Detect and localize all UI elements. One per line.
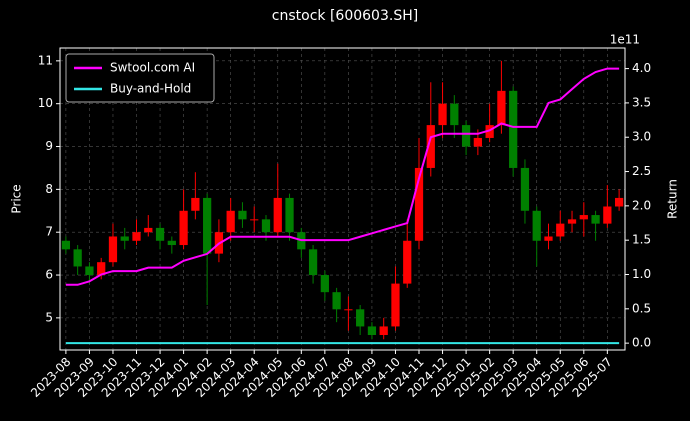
candle-body — [438, 103, 447, 126]
candle-body — [603, 206, 612, 224]
candle-body — [155, 227, 165, 241]
candle-body — [591, 215, 600, 224]
candle-body — [473, 137, 482, 147]
candle-body — [391, 283, 400, 327]
candle-body — [356, 309, 365, 327]
candle-body — [320, 275, 329, 293]
y-tick-label: 10 — [38, 96, 53, 110]
candle-body — [332, 292, 341, 310]
candle-body — [132, 232, 141, 241]
candle-body — [614, 197, 624, 207]
candle-body — [379, 326, 388, 336]
plot-frame — [59, 47, 626, 351]
y-axis-label: Price — [10, 184, 24, 213]
candle-body — [238, 210, 247, 220]
candle-body — [461, 125, 471, 147]
legend-label: Buy-and-Hold — [110, 82, 191, 96]
legend-label: Swtool.com AI — [110, 61, 195, 75]
candle-body — [556, 223, 565, 237]
candle-body — [497, 90, 506, 126]
series-line — [65, 67, 620, 286]
y2-tick-label: 2.0 — [632, 198, 651, 212]
y2-axis-label: Return — [666, 179, 680, 219]
legend-box — [65, 53, 215, 103]
chart-title: cnstock [600603.SH] — [272, 8, 418, 24]
y-tick-label: 6 — [45, 268, 53, 282]
y-tick-label: 11 — [38, 53, 53, 67]
candle-body — [403, 240, 412, 284]
candle-body — [567, 219, 577, 224]
candle-body — [250, 219, 259, 221]
candle-body — [532, 210, 541, 241]
candle-body — [85, 266, 94, 276]
candle-body — [203, 197, 212, 254]
candle-body — [509, 90, 518, 168]
candle-body — [61, 240, 71, 250]
candle-body — [179, 210, 188, 246]
candle-body — [485, 125, 494, 138]
candle-body — [144, 227, 153, 233]
candle-body — [544, 236, 553, 241]
candle-body — [308, 249, 318, 276]
candle-body — [414, 167, 424, 241]
candle-body — [450, 103, 459, 126]
y2-offset: 1e11 — [610, 33, 640, 47]
candle-body — [226, 210, 235, 233]
candle-body — [367, 326, 377, 336]
y2-tick-label: 0.5 — [632, 301, 651, 315]
candle-body — [426, 125, 435, 168]
y2-tick-label: 0.0 — [632, 336, 651, 350]
candle-body — [285, 197, 294, 233]
y2-tick-label: 4.0 — [632, 61, 651, 75]
y2-tick-label: 3.0 — [632, 130, 651, 144]
y2-tick-label: 2.5 — [632, 164, 651, 178]
candle-body — [191, 197, 200, 211]
legend: Swtool.com AI Buy-and-Hold — [65, 53, 215, 103]
candle-body — [579, 215, 588, 220]
candle-body — [120, 236, 129, 241]
y-tick-label: 8 — [45, 182, 53, 196]
y-tick-label: 5 — [45, 310, 53, 324]
candle-body — [73, 249, 82, 267]
y2-tick-label: 3.5 — [632, 95, 651, 109]
candle-body — [108, 236, 118, 263]
y-tick-label: 7 — [45, 225, 53, 239]
candle-body — [520, 167, 530, 211]
candle-body — [344, 309, 353, 311]
y2-tick-label: 1.0 — [632, 267, 651, 281]
candle-body — [261, 219, 271, 233]
candle-body — [167, 240, 176, 246]
candle-body — [273, 197, 282, 233]
y-tick-label: 9 — [45, 139, 53, 153]
y2-tick-label: 1.5 — [632, 233, 651, 247]
candle-body — [97, 262, 106, 276]
